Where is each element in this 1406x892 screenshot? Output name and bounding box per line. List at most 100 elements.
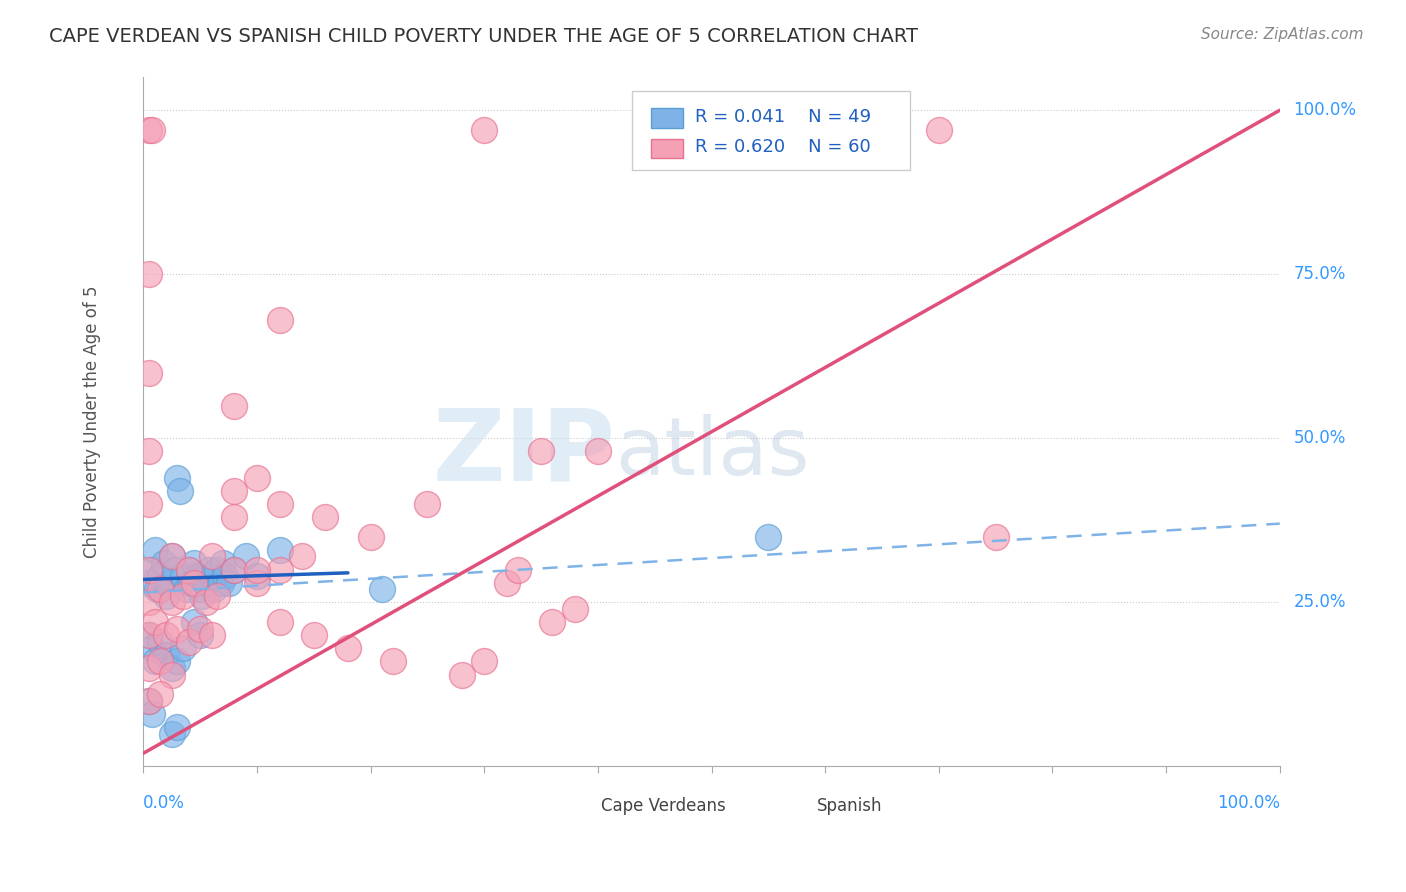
Point: [138, 497, 160, 511]
Point: [160, 726, 183, 740]
Point: [200, 549, 222, 564]
Text: R = 0.041    N = 49: R = 0.041 N = 49: [695, 108, 870, 126]
Point: [172, 641, 194, 656]
Text: CAPE VERDEAN VS SPANISH CHILD POVERTY UNDER THE AGE OF 5 CORRELATION CHART: CAPE VERDEAN VS SPANISH CHILD POVERTY UN…: [49, 27, 918, 45]
Point: [138, 628, 160, 642]
Point: [138, 661, 160, 675]
Point: [149, 687, 172, 701]
Point: [160, 595, 183, 609]
Point: [928, 123, 950, 137]
Point: [472, 123, 495, 137]
Point: [138, 595, 160, 609]
Point: [269, 542, 291, 557]
Point: [209, 575, 232, 590]
Point: [143, 542, 166, 557]
Point: [224, 563, 246, 577]
Point: [138, 267, 160, 281]
Text: Cape Verdeans: Cape Verdeans: [602, 797, 725, 814]
Point: [141, 563, 163, 577]
Point: [177, 634, 200, 648]
Point: [246, 471, 269, 485]
Text: 50.0%: 50.0%: [1294, 429, 1346, 447]
Point: [194, 595, 217, 609]
Point: [246, 569, 269, 583]
Point: [160, 661, 183, 675]
Point: [246, 563, 269, 577]
Point: [416, 497, 439, 511]
Point: [269, 563, 291, 577]
Point: [472, 655, 495, 669]
Point: [176, 582, 198, 597]
Text: 100.0%: 100.0%: [1216, 794, 1279, 812]
Point: [138, 694, 160, 708]
Text: Source: ZipAtlas.com: Source: ZipAtlas.com: [1201, 27, 1364, 42]
Point: [160, 667, 183, 681]
Point: [152, 556, 174, 570]
Point: [224, 510, 246, 524]
Point: [165, 563, 187, 577]
Point: [141, 123, 163, 137]
Point: [138, 628, 160, 642]
Point: [314, 510, 336, 524]
Point: [155, 648, 177, 662]
Point: [269, 497, 291, 511]
Point: [202, 582, 225, 597]
Point: [586, 444, 609, 458]
Point: [224, 399, 246, 413]
Point: [508, 563, 530, 577]
FancyBboxPatch shape: [651, 109, 683, 128]
FancyBboxPatch shape: [569, 798, 595, 814]
Point: [149, 569, 172, 583]
Text: 75.0%: 75.0%: [1294, 265, 1346, 284]
Point: [143, 615, 166, 629]
Point: [541, 615, 564, 629]
Point: [814, 123, 837, 137]
Point: [218, 575, 240, 590]
Point: [291, 549, 314, 564]
Point: [157, 575, 180, 590]
Point: [205, 563, 228, 577]
Text: Spanish: Spanish: [817, 797, 883, 814]
Text: atlas: atlas: [614, 414, 810, 491]
Point: [183, 615, 205, 629]
Point: [756, 123, 779, 137]
Point: [166, 655, 188, 669]
Point: [205, 589, 228, 603]
Text: ZIP: ZIP: [432, 404, 614, 501]
Text: 0.0%: 0.0%: [143, 794, 186, 812]
Point: [530, 444, 553, 458]
Point: [169, 483, 191, 498]
Point: [450, 667, 472, 681]
Point: [166, 471, 188, 485]
Point: [141, 641, 163, 656]
Point: [269, 313, 291, 327]
Point: [371, 582, 394, 597]
Point: [188, 622, 211, 636]
Point: [155, 589, 177, 603]
Point: [200, 628, 222, 642]
Point: [984, 530, 1007, 544]
Point: [177, 563, 200, 577]
Point: [138, 694, 160, 708]
Point: [224, 563, 246, 577]
Point: [149, 655, 172, 669]
Point: [212, 556, 235, 570]
Point: [496, 575, 519, 590]
Point: [187, 569, 209, 583]
Point: [200, 569, 222, 583]
Point: [138, 563, 160, 577]
Point: [235, 549, 257, 564]
Point: [224, 483, 246, 498]
Point: [360, 530, 382, 544]
Point: [194, 575, 217, 590]
Point: [138, 575, 160, 590]
Point: [138, 444, 160, 458]
Point: [198, 563, 221, 577]
Point: [149, 634, 172, 648]
Point: [143, 655, 166, 669]
Point: [160, 549, 183, 564]
Point: [141, 706, 163, 721]
Point: [160, 549, 183, 564]
Point: [183, 556, 205, 570]
Point: [191, 589, 214, 603]
